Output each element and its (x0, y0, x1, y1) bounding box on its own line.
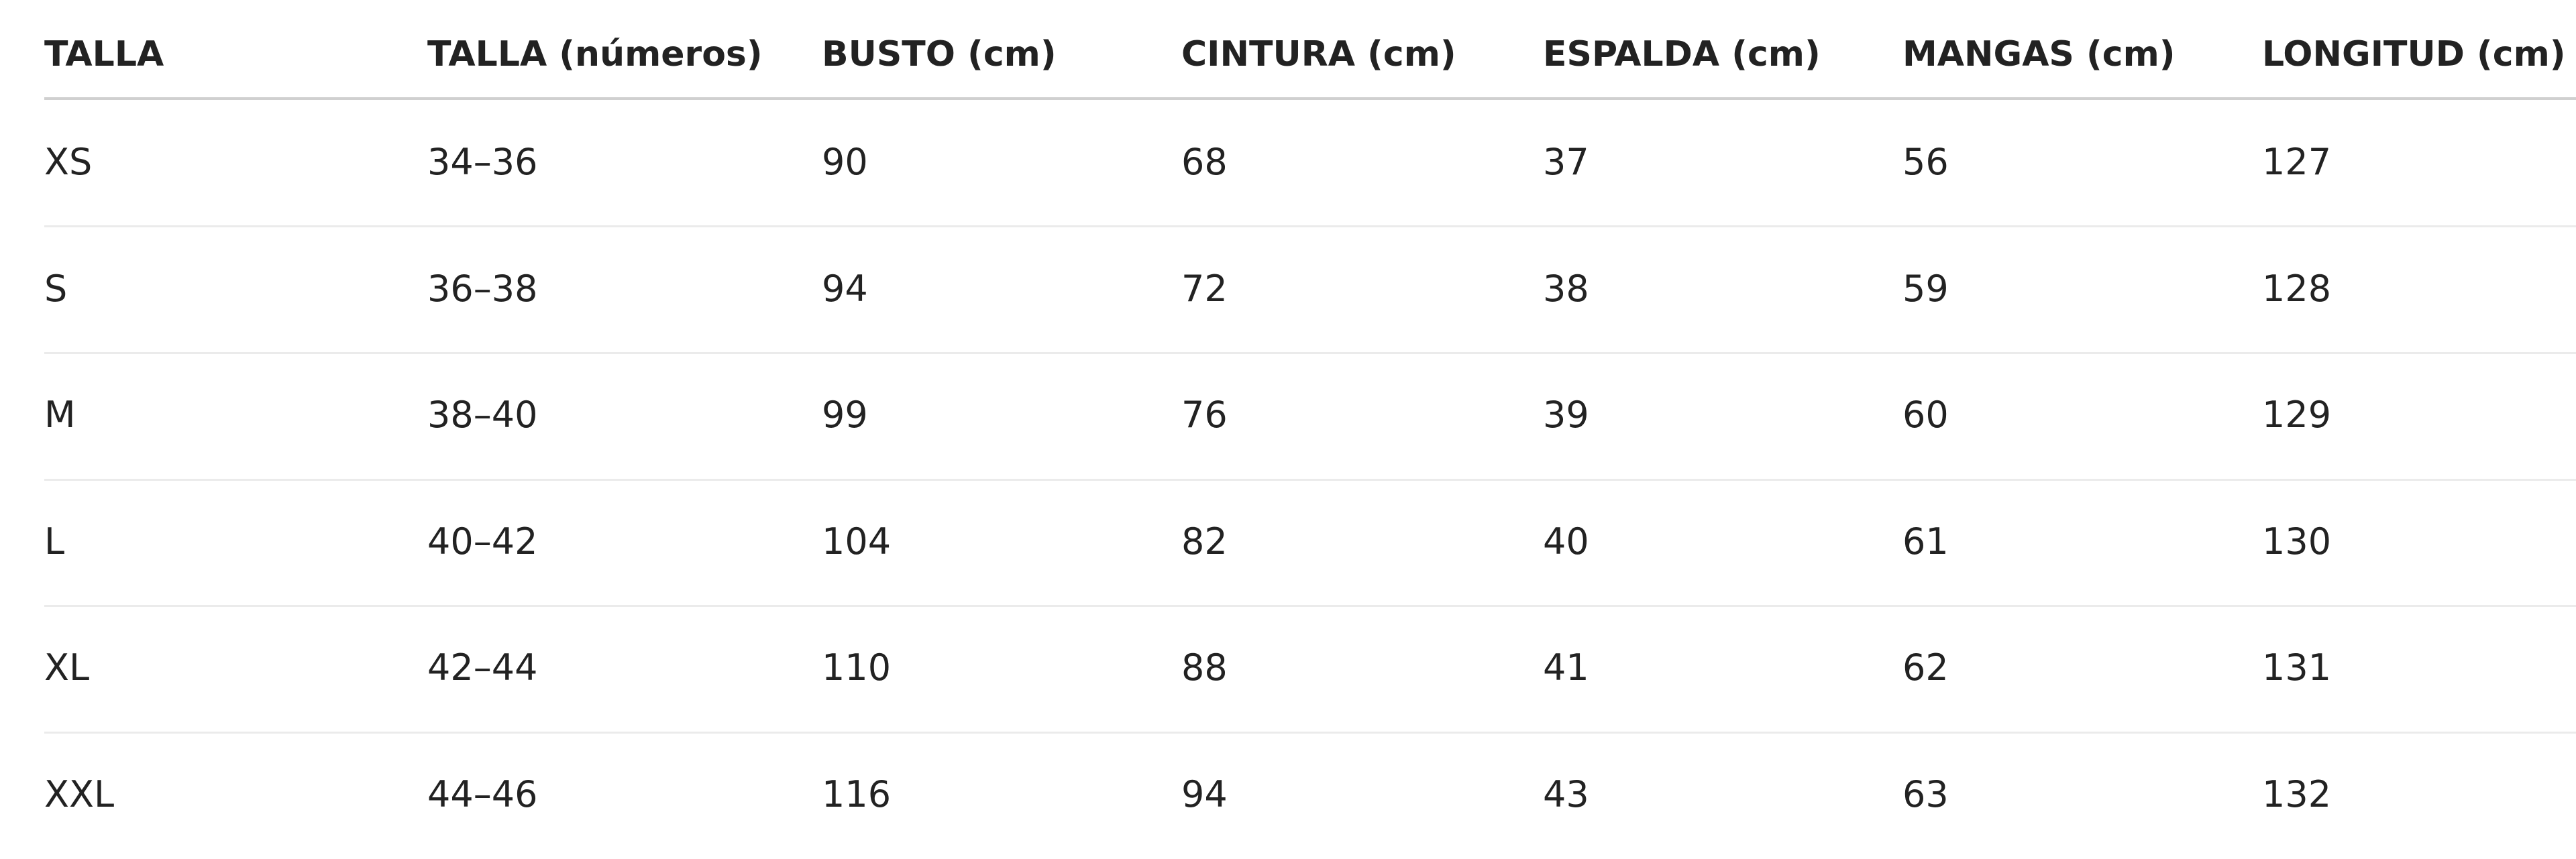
table-cell: 68 (1181, 141, 1228, 183)
table-cell: 38 (1543, 267, 1589, 310)
table-cell: 90 (822, 141, 868, 183)
table-cell: 104 (822, 520, 892, 563)
column-header: CINTURA (cm) (1181, 34, 1456, 74)
table-cell: XXL (44, 773, 115, 815)
table-cell: 37 (1543, 141, 1589, 183)
column-header: TALLA (44, 34, 164, 74)
table-cell: 88 (1181, 646, 1228, 689)
row-divider (44, 605, 2576, 608)
table-cell: 41 (1543, 646, 1589, 689)
table-cell: 94 (1181, 773, 1228, 815)
table-cell: 59 (1902, 267, 1949, 310)
table-cell: 110 (822, 646, 892, 689)
row-divider (44, 351, 2576, 354)
table-cell: 42–44 (427, 646, 538, 689)
table-cell: 82 (1181, 520, 1228, 563)
table-cell: 56 (1902, 141, 1949, 183)
row-divider (44, 731, 2576, 734)
table-cell: L (44, 520, 65, 563)
table-cell: 128 (2262, 267, 2332, 310)
column-header: TALLA (números) (427, 34, 763, 74)
table-cell: 61 (1902, 520, 1949, 563)
table-cell: 127 (2262, 141, 2332, 183)
table-cell: 76 (1181, 394, 1228, 437)
header-divider (44, 97, 2576, 100)
column-header: ESPALDA (cm) (1543, 34, 1821, 74)
column-header: BUSTO (cm) (822, 34, 1057, 74)
column-header: MANGAS (cm) (1902, 34, 2176, 74)
table-cell: 39 (1543, 394, 1589, 437)
table-cell: 132 (2262, 773, 2332, 815)
table-cell: 40–42 (427, 520, 538, 563)
table-cell: 38–40 (427, 394, 538, 437)
table-cell: 60 (1902, 394, 1949, 437)
table-cell: 43 (1543, 773, 1589, 815)
table-cell: 40 (1543, 520, 1589, 563)
table-cell: XS (44, 141, 93, 183)
table-cell: XL (44, 646, 90, 689)
table-cell: M (44, 394, 76, 437)
table-cell: 34–36 (427, 141, 538, 183)
table-cell: 130 (2262, 520, 2332, 563)
table-cell: 131 (2262, 646, 2332, 689)
table-cell: 99 (822, 394, 868, 437)
table-cell: 36–38 (427, 267, 538, 310)
table-cell: 62 (1902, 646, 1949, 689)
table-cell: 44–46 (427, 773, 538, 815)
row-divider (44, 478, 2576, 481)
table-cell: 129 (2262, 394, 2332, 437)
table-cell: 94 (822, 267, 868, 310)
table-cell: 116 (822, 773, 892, 815)
row-divider (44, 225, 2576, 228)
table-cell: 72 (1181, 267, 1228, 310)
table-cell: 63 (1902, 773, 1949, 815)
table-cell: S (44, 267, 68, 310)
column-header: LONGITUD (cm) (2262, 34, 2566, 74)
